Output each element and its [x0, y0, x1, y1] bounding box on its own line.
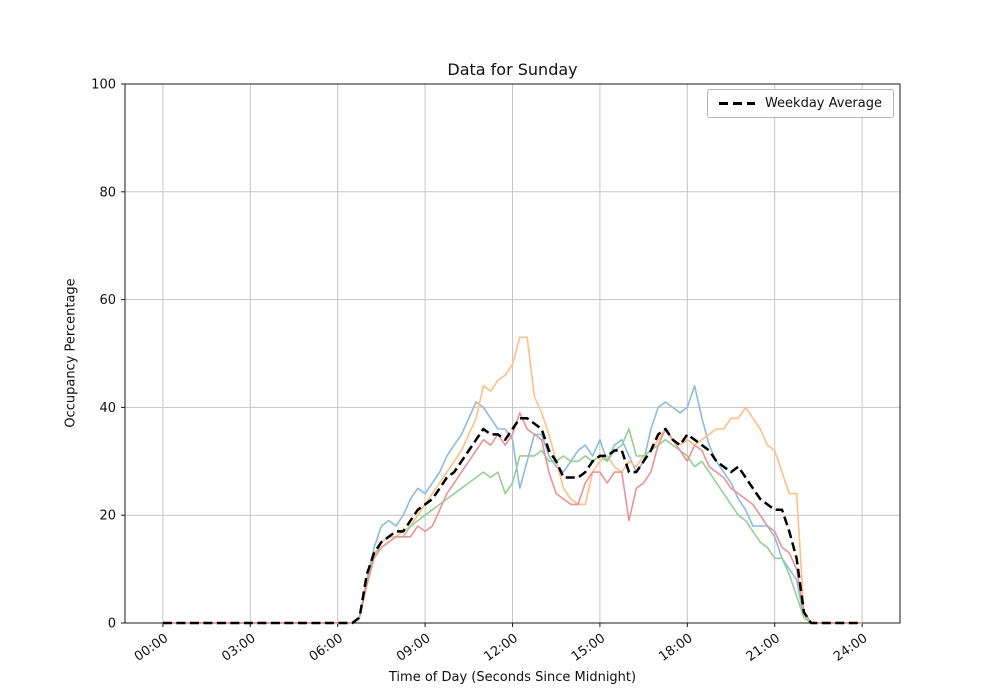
y-tick-label: 80: [99, 185, 116, 200]
x-axis-label: Time of Day (Seconds Since Midnight): [388, 670, 637, 685]
y-tick-label: 100: [91, 78, 116, 93]
x-tick-label: 15:00: [569, 631, 608, 665]
x-tick-label: 03:00: [219, 631, 258, 665]
y-axis-label: Occupancy Percentage: [63, 278, 79, 428]
y-tick-label: 0: [108, 617, 116, 632]
y-tick-label: 40: [99, 401, 116, 416]
x-tick-label: 06:00: [307, 631, 346, 665]
y-tick-label: 60: [99, 293, 116, 308]
legend: Weekday Average: [706, 89, 894, 118]
x-tick-label: 21:00: [744, 631, 783, 665]
x-tick-label: 00:00: [132, 631, 171, 665]
x-tick-label: 12:00: [481, 631, 520, 665]
x-tick-label: 18:00: [656, 631, 695, 665]
y-tick-label: 20: [99, 509, 116, 524]
x-tick-label: 24:00: [831, 631, 870, 665]
series-line-sunday-series-1: [162, 384, 863, 624]
chart-title: Data for Sunday: [447, 60, 578, 79]
legend-dashed-line-sample: [718, 102, 755, 105]
series-line-weekday-average: [162, 416, 863, 625]
x-tick-label: 09:00: [394, 631, 433, 665]
series-line-sunday-series-3: [162, 428, 863, 624]
series-line-sunday-series-4: [162, 411, 863, 624]
legend-label: Weekday Average: [764, 96, 882, 111]
